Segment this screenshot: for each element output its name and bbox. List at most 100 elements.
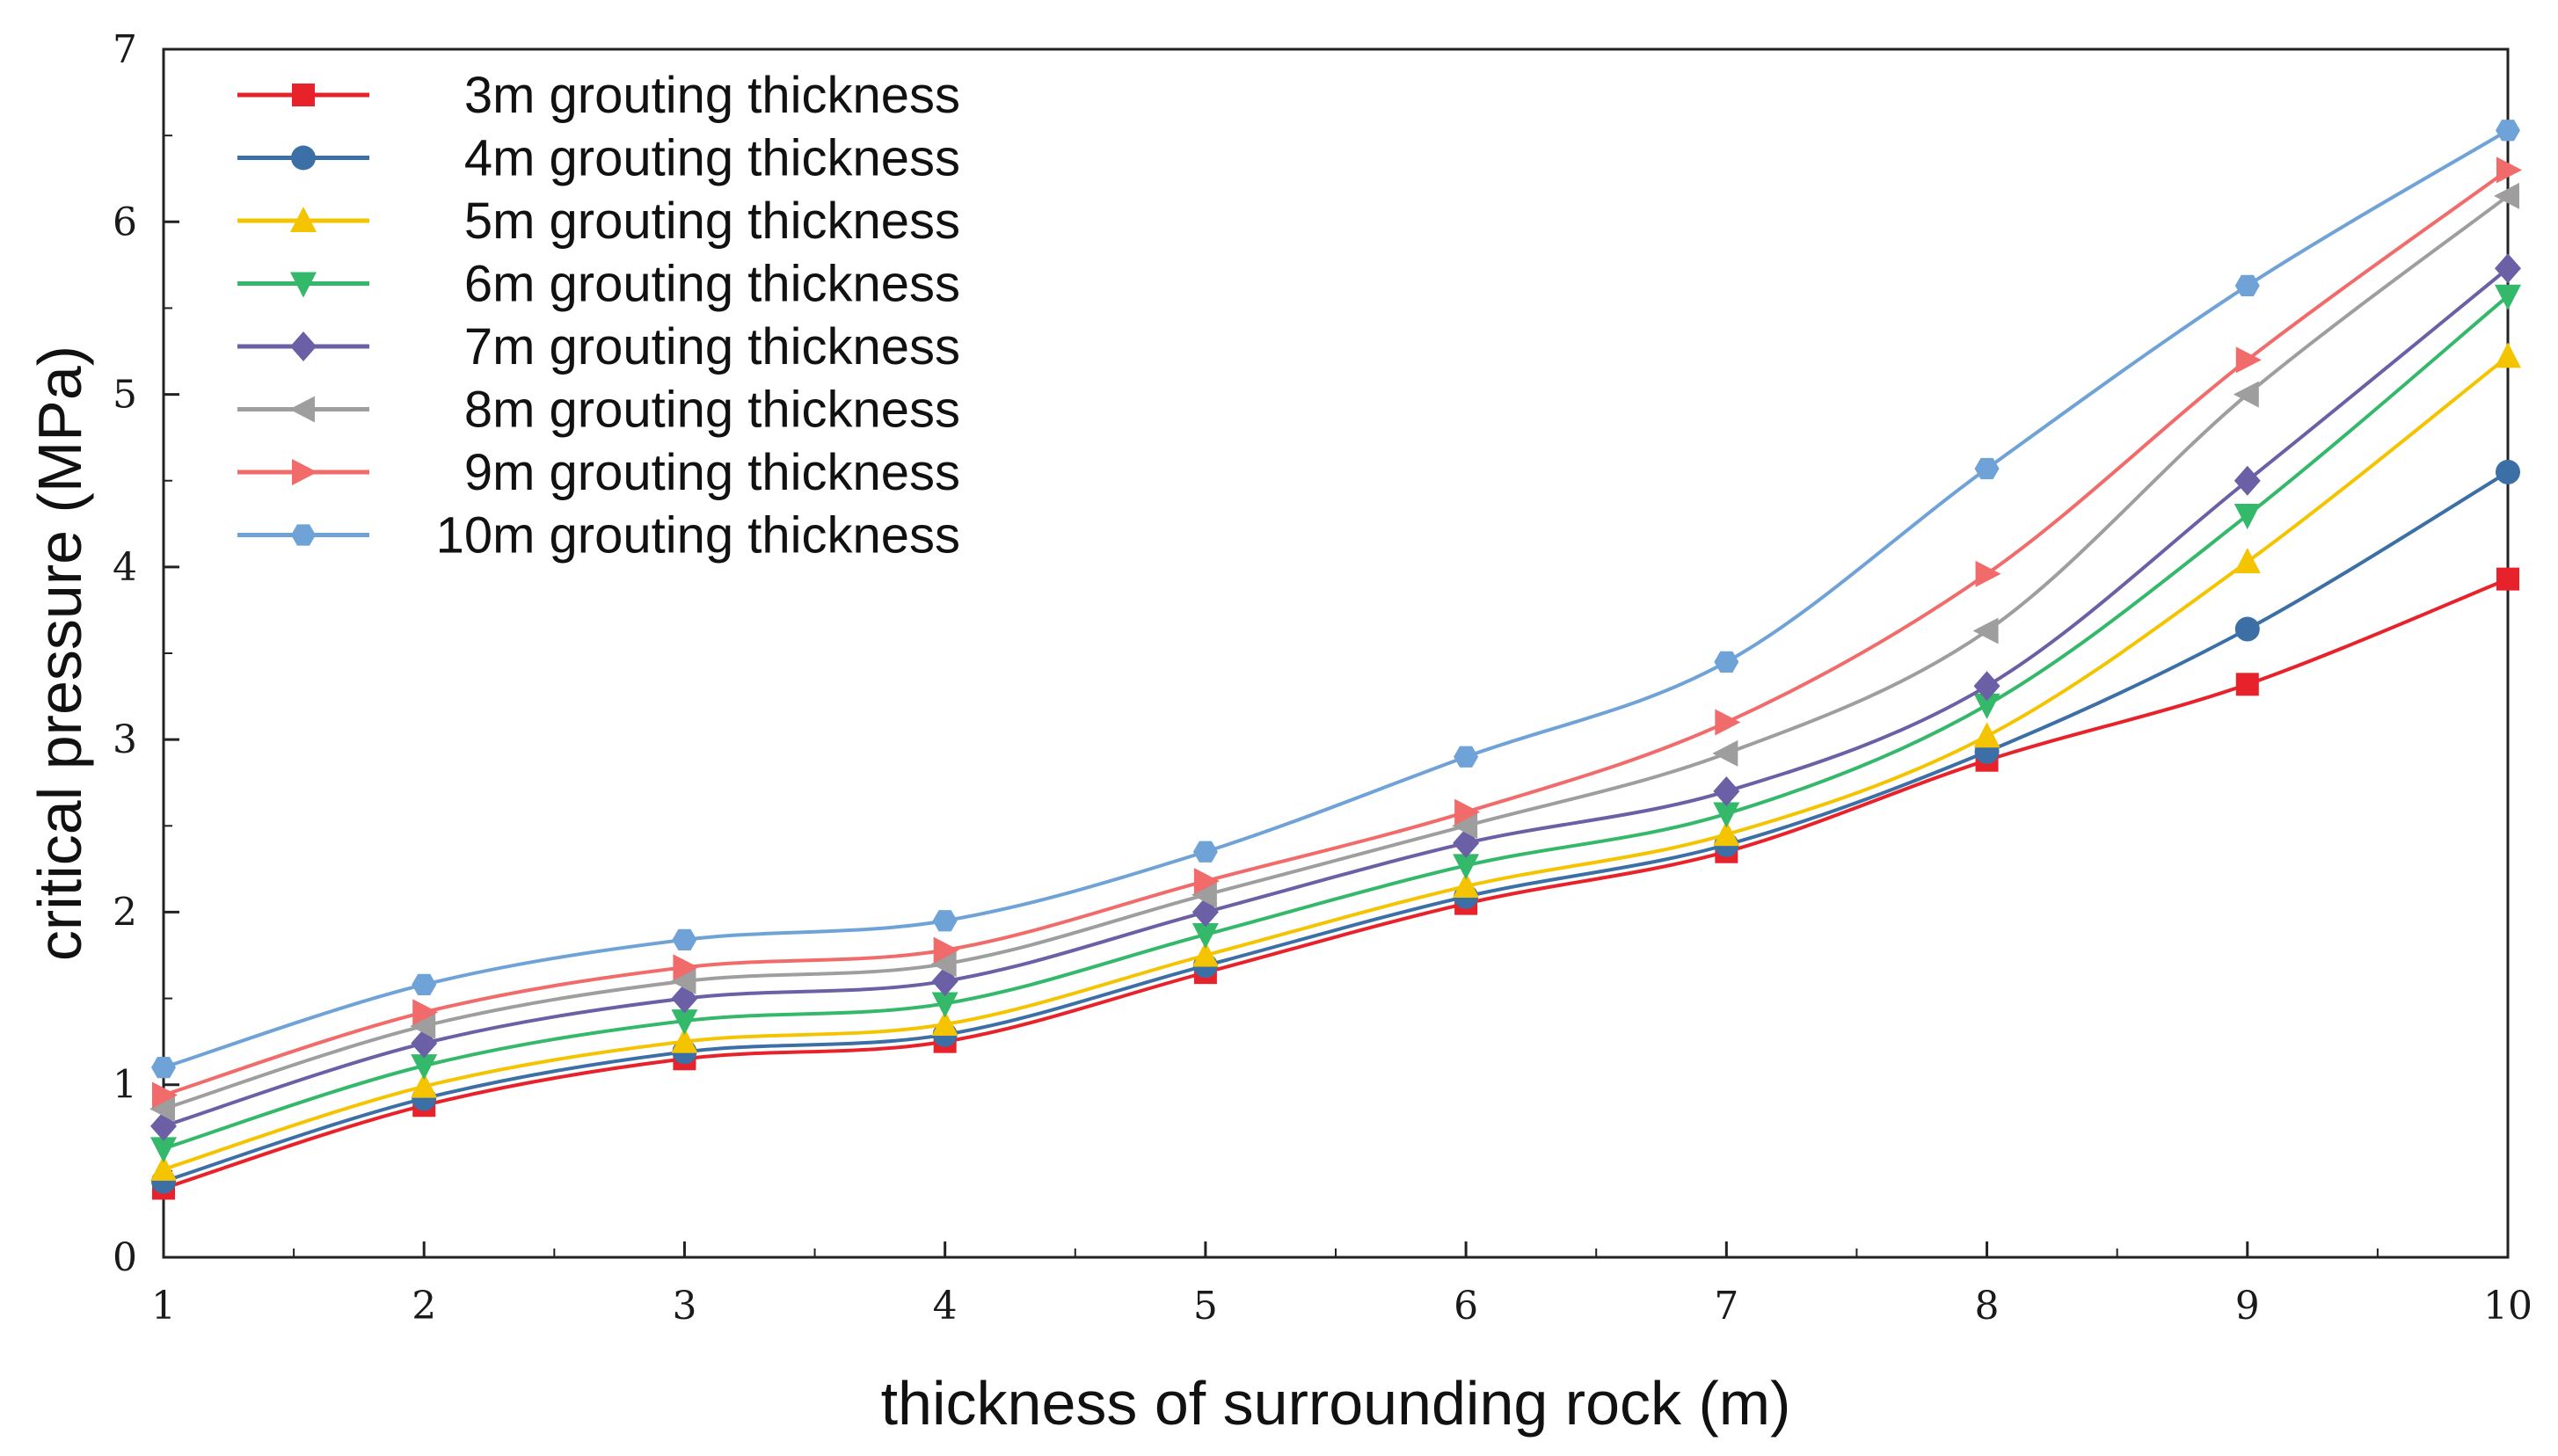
legend-label: 6m grouting thickness xyxy=(464,256,960,313)
data-point xyxy=(1973,671,2000,702)
legend-item: 9m grouting thickness xyxy=(237,444,960,501)
data-point xyxy=(1974,457,2000,480)
x-tick-label: 9 xyxy=(2235,1284,2260,1329)
legend-item: 5m grouting thickness xyxy=(237,193,960,250)
data-point xyxy=(2495,253,2521,284)
x-tick-label: 3 xyxy=(672,1284,696,1329)
legend-item: 4m grouting thickness xyxy=(237,130,960,187)
data-point xyxy=(410,1012,436,1039)
data-point xyxy=(411,1072,438,1098)
series-line xyxy=(163,168,2510,1097)
legend-marker xyxy=(290,207,317,232)
data-point xyxy=(411,1054,438,1081)
data-point xyxy=(412,973,437,995)
data-point xyxy=(1193,868,1220,895)
legend-item: 10m grouting thickness xyxy=(237,507,960,564)
series-line xyxy=(163,295,2510,1151)
x-axis-title: thickness of surrounding rock (m) xyxy=(881,1369,1791,1438)
data-point xyxy=(1972,617,1999,644)
series-7 xyxy=(152,157,2522,1109)
data-point xyxy=(150,1137,177,1163)
data-point xyxy=(2494,182,2519,209)
data-point xyxy=(2235,346,2262,374)
y-tick-label: 2 xyxy=(113,890,137,935)
data-point xyxy=(1192,922,1219,949)
data-point xyxy=(931,992,958,1018)
x-tick-label: 2 xyxy=(412,1284,436,1329)
data-point xyxy=(2235,673,2259,696)
legend-marker xyxy=(292,84,315,106)
data-point xyxy=(1191,881,1217,908)
y-tick-label: 7 xyxy=(113,27,137,72)
legend-item: 7m grouting thickness xyxy=(237,318,960,375)
data-point xyxy=(1713,776,1740,807)
data-point xyxy=(150,1154,177,1181)
data-point xyxy=(1973,722,2000,748)
data-point xyxy=(670,967,696,994)
x-tick-label: 5 xyxy=(1193,1284,1218,1329)
data-point xyxy=(152,1081,178,1109)
series-line xyxy=(163,266,2510,1128)
series-5 xyxy=(150,253,2521,1141)
data-point xyxy=(1453,854,1480,880)
series-2 xyxy=(151,459,2520,1194)
series-line xyxy=(163,128,2510,1069)
data-point xyxy=(2496,459,2520,484)
data-point xyxy=(671,1027,698,1053)
legend-label: 7m grouting thickness xyxy=(464,318,960,375)
data-point xyxy=(2496,567,2519,591)
x-tick-label: 7 xyxy=(1714,1284,1738,1329)
y-tick-label: 1 xyxy=(113,1063,137,1108)
series-6 xyxy=(149,182,2519,1123)
x-tick-label: 8 xyxy=(1975,1284,2000,1329)
x-tick-label: 10 xyxy=(2483,1284,2532,1329)
data-point xyxy=(2496,120,2520,142)
series-8 xyxy=(151,120,2520,1079)
series-line xyxy=(163,354,2510,1171)
legend-item: 3m grouting thickness xyxy=(237,67,960,124)
x-tick-label: 4 xyxy=(933,1284,958,1329)
legend-item: 6m grouting thickness xyxy=(237,256,960,313)
legend-label: 5m grouting thickness xyxy=(464,193,960,250)
y-tick-label: 0 xyxy=(113,1235,137,1280)
data-point xyxy=(151,1056,176,1079)
legend-marker xyxy=(292,459,317,485)
data-point xyxy=(1714,651,1739,673)
data-point xyxy=(2234,503,2261,529)
data-point xyxy=(2234,616,2260,642)
legend-label: 9m grouting thickness xyxy=(464,444,960,501)
data-point xyxy=(1192,941,1219,967)
data-point xyxy=(1452,812,1478,840)
data-point xyxy=(672,928,697,950)
legend: 3m grouting thickness 4m grouting thickne… xyxy=(237,67,960,564)
series-3 xyxy=(150,342,2521,1181)
series-1 xyxy=(152,567,2519,1200)
data-point xyxy=(2234,274,2260,297)
data-point xyxy=(673,954,699,981)
y-tick-label: 4 xyxy=(113,545,137,590)
data-point xyxy=(1975,560,2001,587)
data-point xyxy=(1712,739,1738,767)
data-point xyxy=(932,910,958,932)
data-point xyxy=(1454,798,1481,826)
series-line xyxy=(163,577,2509,1190)
legend-marker xyxy=(291,145,316,171)
data-point xyxy=(2495,284,2521,310)
data-point xyxy=(1973,693,2000,719)
x-tick-label: 6 xyxy=(1454,1284,1478,1329)
legend-label: 3m grouting thickness xyxy=(464,67,960,124)
data-point xyxy=(2495,342,2521,368)
legend-marker xyxy=(290,272,317,298)
data-point xyxy=(1453,871,1480,898)
data-point xyxy=(412,999,439,1026)
data-point xyxy=(2234,547,2261,573)
legend-label: 8m grouting thickness xyxy=(464,382,960,439)
legend-item: 8m grouting thickness xyxy=(237,382,960,439)
data-point xyxy=(149,1096,175,1123)
y-tick-label: 5 xyxy=(113,373,137,418)
y-tick-label: 3 xyxy=(113,717,137,762)
series-group xyxy=(149,120,2522,1200)
y-axis-title: critical pressure (MPa) xyxy=(26,346,94,961)
